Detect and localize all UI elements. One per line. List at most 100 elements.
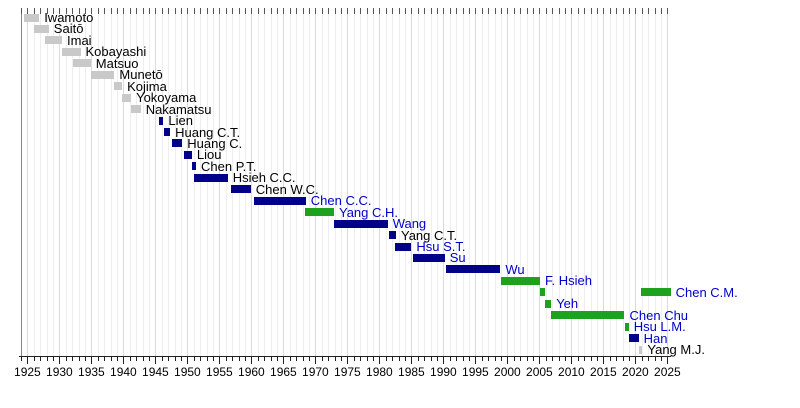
term-bar-chen-w-c <box>230 185 251 194</box>
mayor-label-chen-chu[interactable]: Chen Chu <box>629 307 689 323</box>
x-axis-major-tick <box>475 356 477 364</box>
gridline-minor <box>206 8 208 356</box>
x-axis-minor-tick <box>526 356 528 361</box>
x-axis-minor-tick <box>72 356 74 361</box>
top-tick <box>379 8 381 14</box>
gridline-minor <box>213 8 214 356</box>
x-axis-tick-label: 1995 <box>462 365 489 379</box>
top-tick <box>155 8 157 14</box>
x-axis-minor-tick <box>46 356 48 361</box>
gridline-major <box>667 8 669 356</box>
top-tick <box>571 8 573 14</box>
gridline-minor <box>469 8 470 356</box>
top-tick <box>232 8 234 14</box>
gridline-minor <box>46 8 48 356</box>
top-tick <box>648 8 650 14</box>
top-tick <box>200 8 202 14</box>
top-tick <box>603 8 605 14</box>
mayor-label-yang-c-h[interactable]: Yang C.H. <box>339 204 399 220</box>
mayor-label-liou: Liou <box>196 147 222 163</box>
top-tick <box>629 8 630 14</box>
top-tick <box>78 8 80 14</box>
top-tick <box>641 8 643 14</box>
top-tick <box>104 8 106 14</box>
gridline-minor <box>622 8 624 356</box>
x-axis-tick-label: 1990 <box>430 365 457 379</box>
mayor-label-f-hsieh[interactable]: F. Hsieh <box>545 273 592 289</box>
mayor-label-hsu-s-t[interactable]: Hsu S.T. <box>416 239 466 254</box>
mayor-label-chen-c-m[interactable]: Chen C.M. <box>675 284 738 300</box>
top-tick <box>334 8 336 14</box>
mayor-label-hsu-l-m[interactable]: Hsu L.M. <box>633 319 686 335</box>
gridline-minor <box>174 8 176 356</box>
top-tick <box>545 8 547 14</box>
top-tick <box>161 8 163 14</box>
term-bar-chen-c-m <box>640 288 671 297</box>
gridline-minor <box>597 8 598 356</box>
gridline-minor <box>609 8 611 356</box>
x-axis-minor-tick <box>629 356 630 361</box>
gridline-minor <box>392 8 394 356</box>
gridline-minor <box>488 8 490 356</box>
x-axis-minor-tick <box>513 356 515 361</box>
top-tick <box>296 8 298 14</box>
x-axis-minor-tick <box>232 356 234 361</box>
top-tick <box>565 8 566 14</box>
x-axis-tick-label: 1970 <box>302 365 329 379</box>
gridline-minor <box>142 8 144 356</box>
x-axis-minor-tick <box>558 356 560 361</box>
gridline-minor <box>385 8 387 356</box>
top-tick <box>72 8 74 14</box>
top-tick <box>520 8 522 14</box>
x-axis-major-tick <box>187 356 189 364</box>
top-tick <box>398 8 400 14</box>
mayor-label-wang[interactable]: Wang <box>392 216 427 232</box>
x-axis-minor-tick <box>609 356 611 361</box>
top-tick <box>257 8 259 14</box>
top-tick <box>110 8 112 14</box>
gridline-minor <box>366 8 368 356</box>
top-tick <box>206 8 208 14</box>
term-bar-matsuo <box>72 59 91 68</box>
top-tick <box>123 8 125 14</box>
top-tick <box>264 8 266 14</box>
top-tick <box>443 8 445 14</box>
x-axis-minor-tick <box>245 356 246 361</box>
top-tick <box>584 8 586 14</box>
gridline-major <box>379 8 381 356</box>
x-axis-tick-label: 1965 <box>270 365 297 379</box>
mayor-label-lien: Lien <box>168 113 193 128</box>
term-bar-chen-c-m <box>540 288 545 297</box>
gridline-minor <box>193 8 195 356</box>
x-axis-tick-label: 2020 <box>622 365 649 379</box>
x-axis-minor-tick <box>257 356 259 361</box>
top-tick <box>174 8 176 14</box>
x-axis-minor-tick <box>296 356 298 361</box>
x-axis-minor-tick <box>321 356 323 361</box>
mayor-label-su[interactable]: Su <box>449 250 466 266</box>
top-tick <box>27 8 29 14</box>
term-bar-han <box>628 334 639 343</box>
top-tick <box>65 8 67 14</box>
x-axis-major-tick <box>539 356 541 364</box>
top-tick <box>251 8 253 14</box>
x-axis-minor-tick <box>117 356 118 361</box>
mayor-label-han[interactable]: Han <box>643 330 668 346</box>
x-axis-major-tick <box>347 356 349 364</box>
x-axis-major-tick <box>411 356 413 364</box>
mayor-label-chen-c-c[interactable]: Chen C.C. <box>310 193 372 209</box>
gridline-major <box>59 8 61 356</box>
mayor-label-wu[interactable]: Wu <box>505 261 525 277</box>
top-tick <box>97 8 99 14</box>
x-axis-tick-label: 1975 <box>334 365 361 379</box>
x-axis-minor-tick <box>430 356 432 361</box>
gridline-minor <box>616 8 618 356</box>
gridline-minor <box>353 8 355 356</box>
term-bar-kobayashi <box>62 47 81 56</box>
x-axis-minor-tick <box>417 356 419 361</box>
mayor-label-yeh[interactable]: Yeh <box>556 296 579 312</box>
x-axis-major-tick <box>251 356 253 364</box>
top-tick <box>513 8 515 14</box>
term-bar-f-hsieh <box>501 276 540 285</box>
top-tick <box>494 8 496 14</box>
